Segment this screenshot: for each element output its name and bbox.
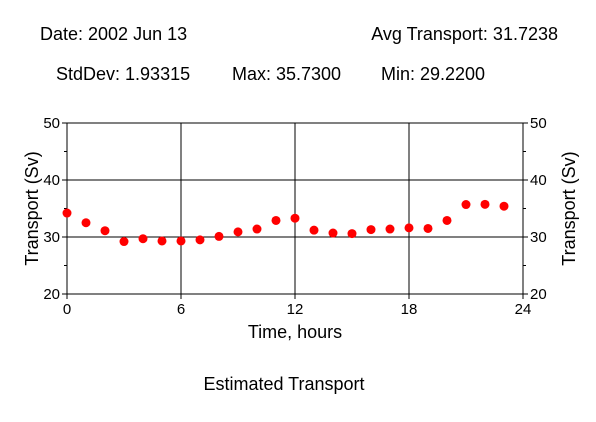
max-label: Max: 35.7300 [232,64,342,84]
x-tick-label: 0 [63,301,71,318]
data-point [214,231,224,241]
data-point [480,199,490,209]
data-point [176,236,186,246]
avg-transport-label: Avg Transport: 31.7238 [371,24,558,44]
x-tick-label: 12 [287,301,304,318]
data-point [442,215,452,225]
data-point [119,237,129,247]
data-point [195,235,205,245]
y-tick-label-right: 50 [530,115,547,132]
data-point [290,213,300,223]
stddev-label: StdDev: 1.93315 [56,64,191,84]
x-tick-label: 24 [515,301,532,318]
data-point [385,224,395,234]
data-point [138,234,148,244]
data-point [366,225,376,235]
data-point [423,223,433,233]
data-point [157,236,167,246]
y-tick-label-left: 30 [43,229,60,246]
y-axis-label-left: Transport (Sv) [22,151,42,265]
y-tick-label-left: 50 [43,115,60,132]
data-point [233,227,243,237]
data-point [100,226,110,236]
date-label: Date: 2002 Jun 13 [40,24,188,44]
data-point [404,223,414,233]
y-tick-label-right: 40 [530,172,547,189]
data-point [271,215,281,225]
x-tick-label: 18 [401,301,418,318]
data-point [62,208,72,218]
y-tick-label-right: 30 [530,229,547,246]
data-points [62,199,509,247]
chart-caption: Estimated Transport [203,374,365,394]
x-axis-label: Time, hours [248,322,342,342]
y-axis-label-right: Transport (Sv) [559,151,579,265]
data-point [252,224,262,234]
x-tick-label: 6 [177,301,185,318]
y-tick-label-right: 20 [530,286,547,303]
data-point [309,225,319,235]
data-point [328,228,338,238]
data-point [347,229,357,239]
data-point [81,218,91,228]
min-label: Min: 29.2200 [381,64,486,84]
data-point [499,201,509,211]
grid-lines [67,123,523,294]
y-tick-label-left: 20 [43,286,60,303]
data-point [461,200,471,210]
y-tick-label-left: 40 [43,172,60,189]
